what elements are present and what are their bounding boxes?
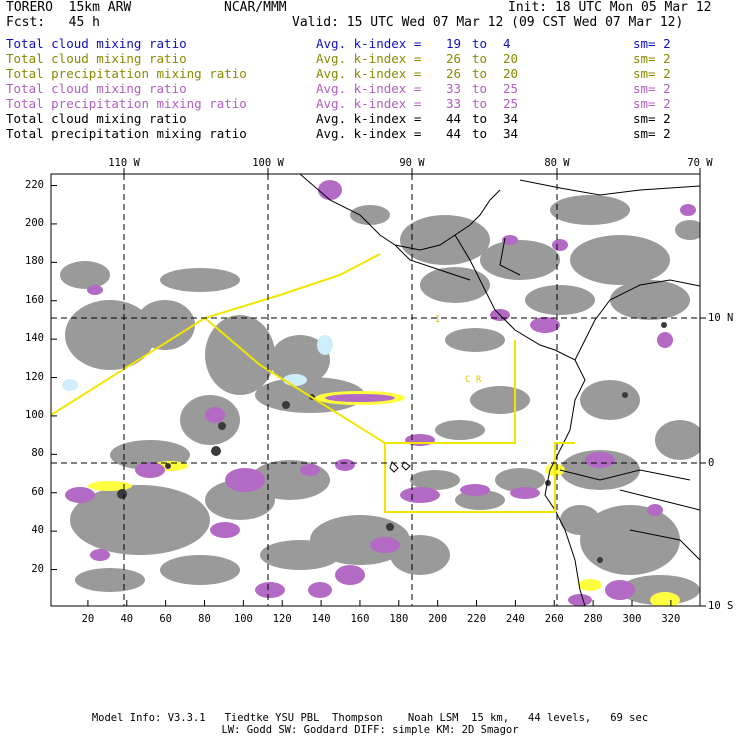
legend-to-value: 34 bbox=[503, 126, 519, 141]
legend-from-value: 26 bbox=[446, 51, 462, 66]
legend-index-label: Avg. k-index = bbox=[316, 96, 422, 111]
x-tick-label: 140 bbox=[311, 613, 331, 625]
legend-field: Total cloud mixing ratio bbox=[6, 111, 187, 126]
x-tick-label: 80 bbox=[198, 613, 211, 625]
legend-field: Total precipitation mixing ratio bbox=[6, 66, 247, 81]
legend-to-word: to bbox=[472, 51, 488, 66]
legend-smoothing: sm= 2 bbox=[633, 111, 671, 126]
model-info-line-2: LW: Godd SW: Goddard DIFF: simple KM: 2D… bbox=[221, 724, 519, 736]
legend-from-value: 33 bbox=[446, 96, 462, 111]
legend-field: Total cloud mixing ratio bbox=[6, 81, 187, 96]
legend-from-value: 44 bbox=[446, 126, 462, 141]
legend-to-word: to bbox=[472, 96, 488, 111]
longitude-label: 110 W bbox=[108, 157, 140, 169]
x-tick-label: 20 bbox=[81, 613, 95, 625]
latitude-label: 10 S bbox=[708, 600, 734, 612]
legend-smoothing: sm= 2 bbox=[633, 126, 671, 141]
coastline bbox=[299, 174, 700, 606]
y-tick-label: 80 bbox=[31, 447, 44, 460]
longitude-label: 70 W bbox=[687, 157, 713, 169]
domain-outline bbox=[51, 253, 575, 513]
y-tick-label: 220 bbox=[25, 178, 44, 191]
legend-from-value: 26 bbox=[446, 66, 462, 81]
organization-label: NCAR/MMM bbox=[224, 0, 287, 15]
model-title: TORERO 15km ARW bbox=[6, 0, 132, 15]
legend-to-value: 20 bbox=[503, 51, 519, 66]
y-tick-label: 120 bbox=[25, 370, 44, 383]
box-label-cr: C R bbox=[465, 375, 482, 385]
x-tick-label: 60 bbox=[159, 613, 172, 625]
longitude-label: 80 W bbox=[544, 157, 570, 169]
legend-smoothing: sm= 2 bbox=[633, 96, 671, 111]
latlon-grid bbox=[51, 174, 700, 606]
legend-to-value: 34 bbox=[503, 111, 519, 126]
legend-smoothing: sm= 2 bbox=[633, 36, 671, 51]
x-tick-label: 180 bbox=[389, 613, 409, 625]
legend-field: Total cloud mixing ratio bbox=[6, 36, 187, 51]
x-tick-label: 120 bbox=[272, 613, 292, 625]
map-frame bbox=[50, 173, 701, 607]
legend-index-label: Avg. k-index = bbox=[316, 111, 422, 126]
x-tick-label: 300 bbox=[622, 613, 642, 625]
legend-to-value: 25 bbox=[503, 81, 519, 96]
y-tick-label: 140 bbox=[25, 332, 44, 345]
legend-smoothing: sm= 2 bbox=[633, 66, 671, 81]
y-tick-label: 20 bbox=[31, 562, 44, 575]
x-tick-label: 320 bbox=[661, 613, 681, 625]
x-tick-label: 260 bbox=[544, 613, 564, 625]
longitude-label: 90 W bbox=[399, 157, 425, 169]
legend-index-label: Avg. k-index = bbox=[316, 126, 422, 141]
x-tick-label: 220 bbox=[467, 613, 487, 625]
legend-smoothing: sm= 2 bbox=[633, 81, 671, 96]
legend-to-value: 20 bbox=[503, 66, 519, 81]
y-tick-label: 160 bbox=[25, 293, 44, 306]
legend-field: Total cloud mixing ratio bbox=[6, 51, 187, 66]
legend-to-value: 4 bbox=[503, 36, 511, 51]
legend-from-value: 44 bbox=[446, 111, 462, 126]
legend-to-value: 25 bbox=[503, 96, 519, 111]
y-tick-label: 180 bbox=[25, 255, 44, 268]
y-tick-label: 100 bbox=[25, 408, 44, 421]
legend-to-word: to bbox=[472, 126, 488, 141]
legend-field: Total precipitation mixing ratio bbox=[6, 126, 247, 141]
legend-index-label: Avg. k-index = bbox=[316, 66, 422, 81]
x-tick-label: 240 bbox=[505, 613, 525, 625]
latitude-label: 0 bbox=[708, 457, 715, 469]
y-tick-label: 200 bbox=[25, 216, 44, 229]
model-info-line-1: Model Info: V3.3.1 Tiedtke YSU PBL Thomp… bbox=[91, 712, 649, 724]
y-tick-label: 60 bbox=[31, 485, 44, 498]
legend-smoothing: sm= 2 bbox=[633, 51, 671, 66]
legend-index-label: Avg. k-index = bbox=[316, 36, 422, 51]
x-tick-label: 160 bbox=[350, 613, 370, 625]
latitude-label: 10 N bbox=[708, 312, 734, 324]
legend-field: Total precipitation mixing ratio bbox=[6, 96, 247, 111]
legend-to-word: to bbox=[472, 111, 488, 126]
axis-ticks bbox=[51, 168, 706, 607]
valid-time: Valid: 15 UTC Wed 07 Mar 12 (09 CST Wed … bbox=[292, 15, 684, 30]
box-label-i: I bbox=[435, 315, 440, 325]
legend-index-label: Avg. k-index = bbox=[316, 51, 422, 66]
x-tick-label: 200 bbox=[428, 613, 448, 625]
longitude-label: 100 W bbox=[252, 157, 284, 169]
y-tick-label: 40 bbox=[31, 524, 44, 537]
cloud-field-dark bbox=[117, 322, 667, 563]
init-time: Init: 18 UTC Mon 05 Mar 12 bbox=[508, 0, 712, 15]
legend-to-word: to bbox=[472, 66, 488, 81]
x-tick-label: 280 bbox=[583, 613, 603, 625]
legend-from-value: 19 bbox=[446, 36, 462, 51]
forecast-hour: Fcst: 45 h bbox=[6, 15, 100, 30]
x-tick-label: 40 bbox=[120, 613, 134, 625]
legend-to-word: to bbox=[472, 81, 488, 96]
x-tick-label: 100 bbox=[233, 613, 253, 625]
legend-index-label: Avg. k-index = bbox=[316, 81, 422, 96]
legend-to-word: to bbox=[472, 36, 488, 51]
legend-from-value: 33 bbox=[446, 81, 462, 96]
